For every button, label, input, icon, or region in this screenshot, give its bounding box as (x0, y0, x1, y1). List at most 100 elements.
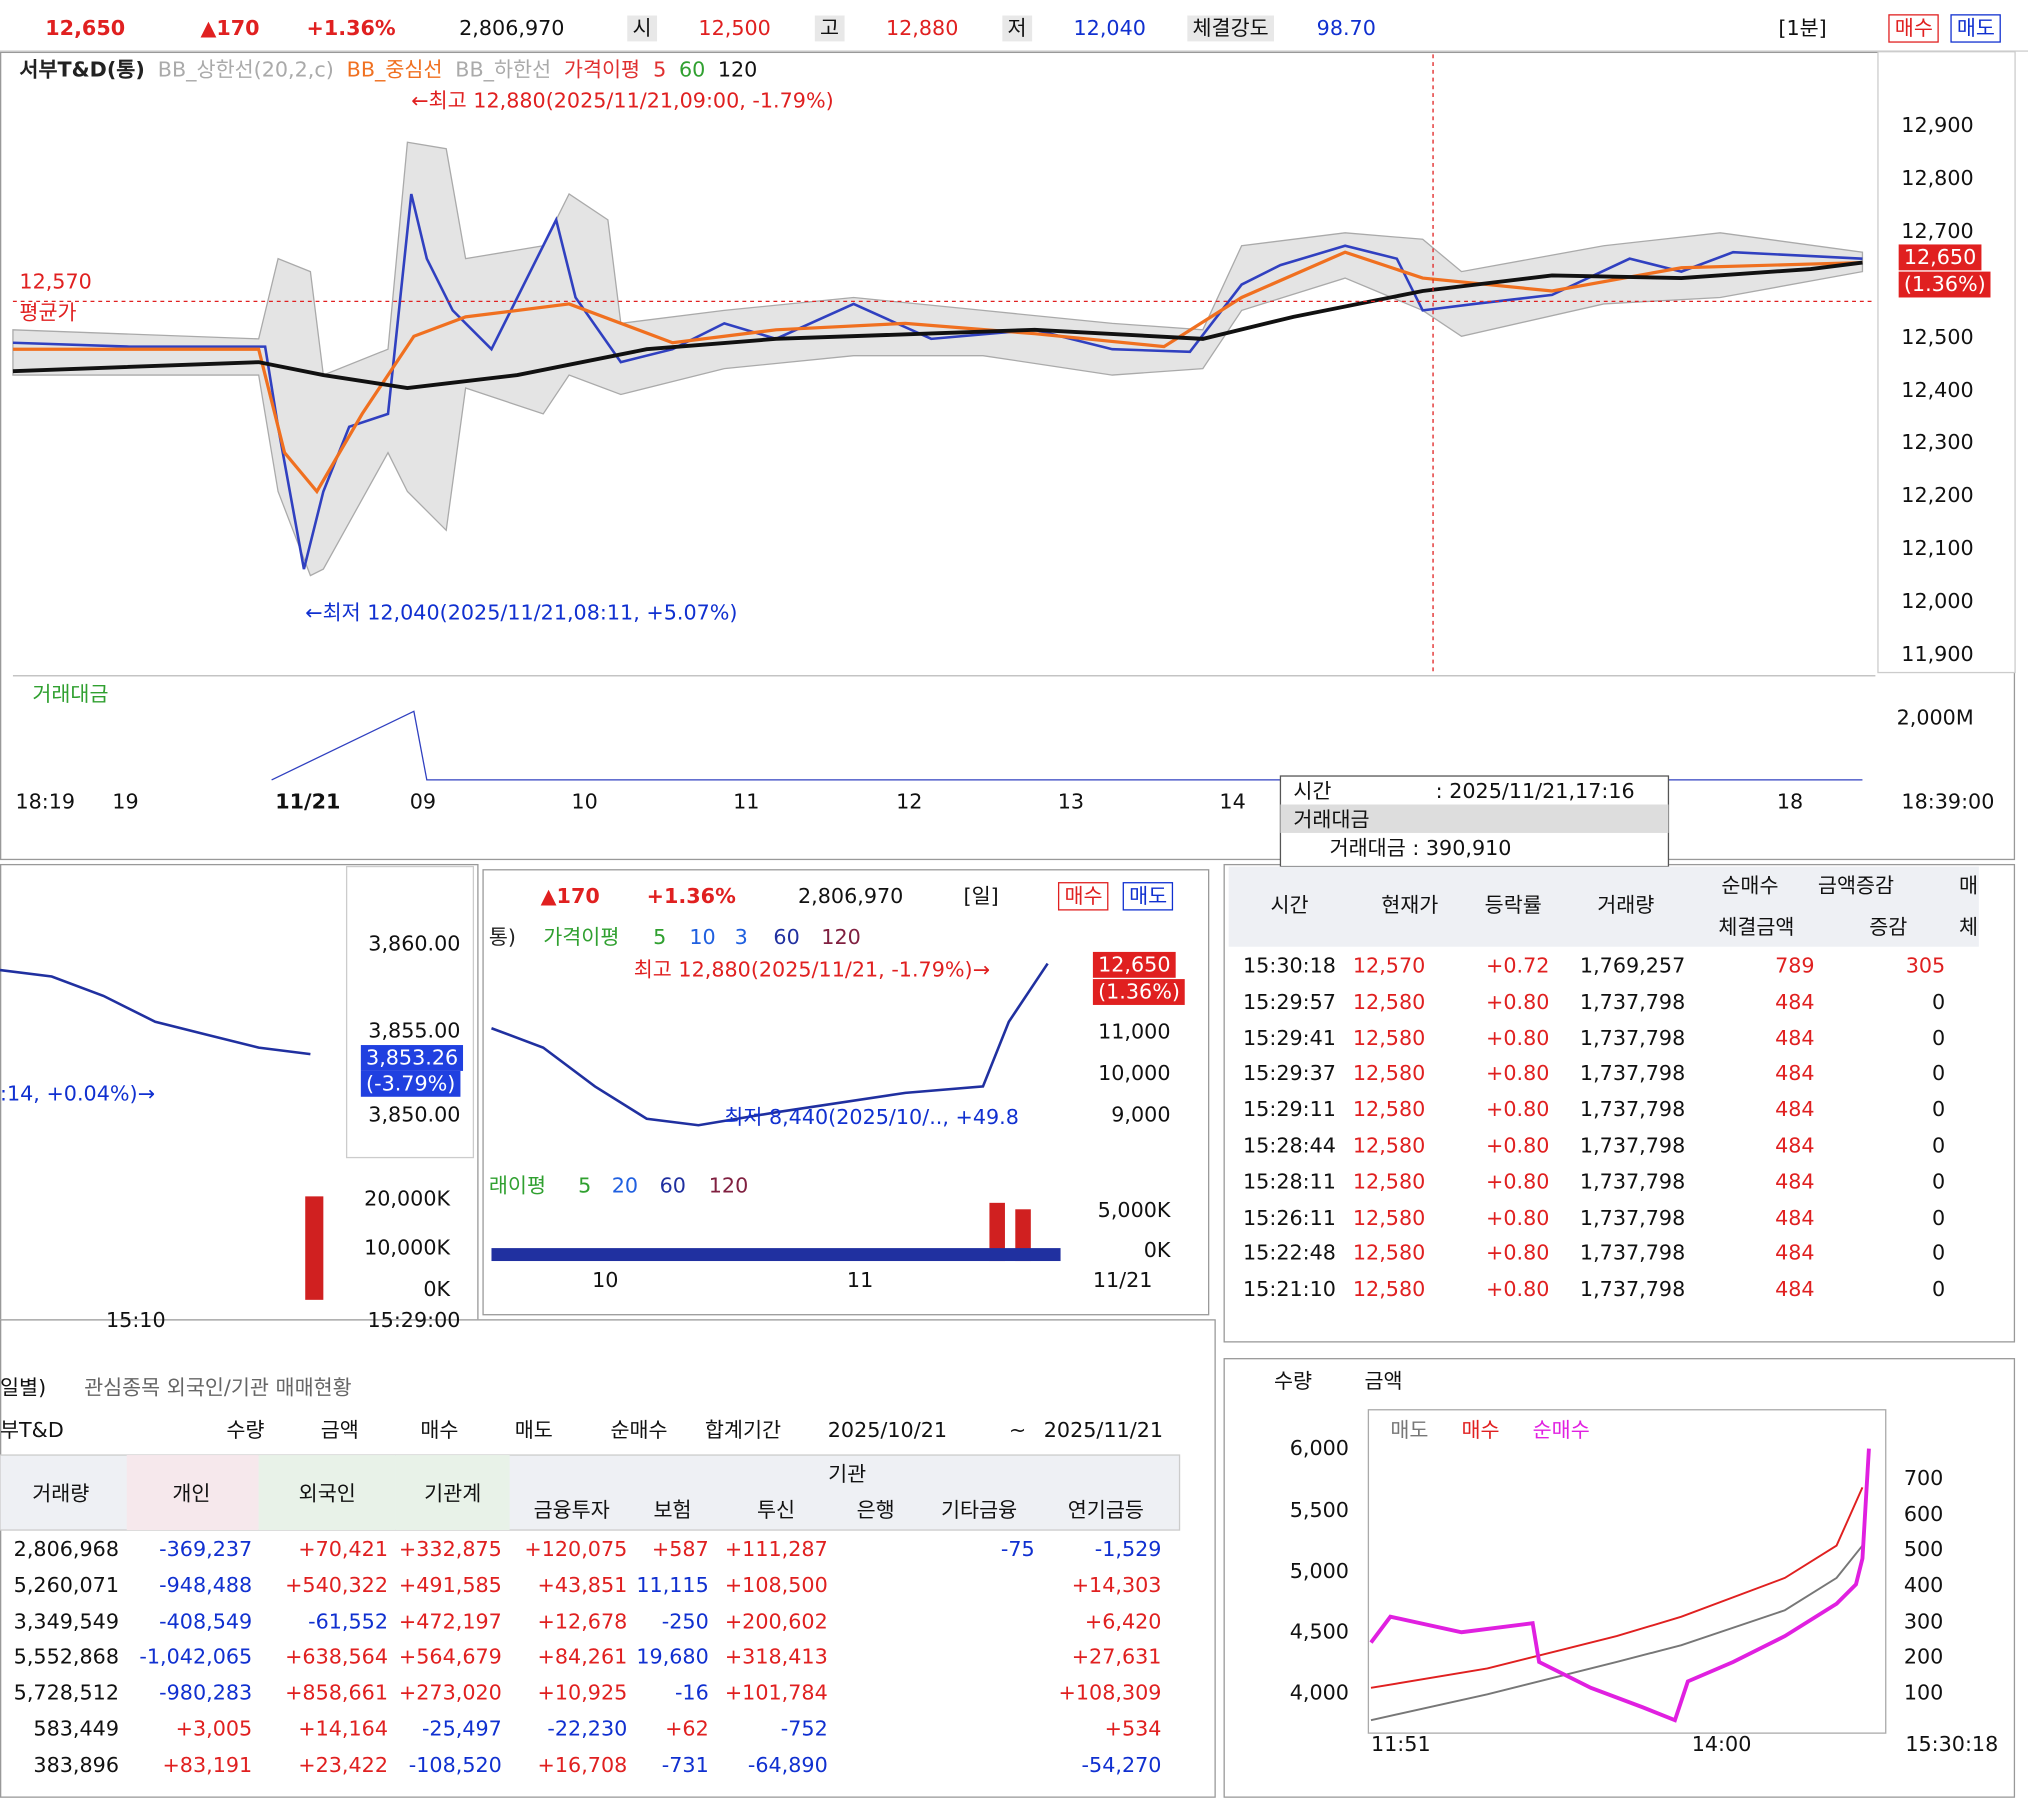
price-axis (1877, 51, 2016, 674)
date-input[interactable]: 2025/10/21 (827, 1417, 948, 1443)
cell: -980,283 (159, 1680, 253, 1705)
label: ~ (1008, 1417, 1027, 1443)
header-institution (395, 1455, 510, 1531)
column-header: 외국인 (298, 1480, 356, 1506)
label: 400 (1903, 1572, 1944, 1598)
label: 부T&D (0, 1417, 64, 1443)
label: : 2025/11/21,17:16 (1435, 778, 1635, 804)
radio-option[interactable]: 금액 (1364, 1368, 1403, 1393)
cell: 12,570 (1352, 953, 1426, 978)
label: 20,000K (364, 1186, 451, 1211)
cell: 15:28:44 (1243, 1132, 1336, 1158)
column-header: 개인 (172, 1480, 211, 1506)
sell-button[interactable]: 매도 (1122, 882, 1174, 911)
y-tick-label: 11,900 (1901, 641, 1974, 667)
radio-option[interactable]: 수량 (226, 1417, 265, 1443)
sell-button[interactable]: 매도 (1950, 14, 2002, 43)
cell: +200,602 (724, 1608, 828, 1634)
legend-item: 매수 (1461, 1417, 1500, 1443)
cell: 1,769,257 (1579, 953, 1686, 978)
legend-item: 120 (821, 924, 861, 950)
cell: 12,580 (1352, 1025, 1426, 1050)
label: 4,000 (1289, 1680, 1349, 1705)
legend-item: 10 (689, 924, 716, 950)
label: 0K (423, 1276, 451, 1302)
cell: 15:29:57 (1243, 989, 1336, 1014)
cell: 3,349,549 (13, 1608, 119, 1634)
y-tick-label: 3,860.00 (368, 931, 461, 956)
label: [일] (963, 883, 999, 908)
cell: 0 (1932, 1168, 1946, 1194)
cell: 0 (1932, 989, 1946, 1014)
label: 거래대금 : 390,910 (1329, 835, 1512, 861)
cell: 15:29:11 (1243, 1097, 1336, 1122)
legend-item: BB_상한선(20,2,c) (157, 56, 334, 82)
cell: 15:22:48 (1243, 1240, 1336, 1266)
cell: +23,422 (298, 1752, 389, 1777)
annotation: 최고 12,880(2025/11/21, -1.79%)→ (633, 957, 990, 982)
radio-option[interactable]: 매도 (514, 1417, 553, 1443)
label: 3,853.26 (360, 1045, 464, 1071)
radio-option[interactable]: 순매수 (610, 1417, 668, 1443)
x-tick-label: 09 (409, 788, 437, 814)
buy-button[interactable]: 매수 (1888, 14, 1940, 43)
cell: -54,270 (1081, 1752, 1162, 1777)
cell: 484 (1775, 1132, 1815, 1158)
column-header: 증감 (1869, 914, 1908, 939)
daily-volume-bar (1015, 1209, 1031, 1262)
date-input[interactable]: 2025/11/21 (1043, 1417, 1164, 1443)
ma120 (12, 260, 1863, 390)
label: 200 (1903, 1643, 1944, 1669)
label: 2,806,970 (459, 15, 565, 41)
bb-center (12, 250, 1863, 495)
cell: -731 (661, 1752, 709, 1777)
volume-bars (271, 710, 1863, 781)
label: 11,000 (1098, 1019, 1171, 1044)
cell: +0.80 (1486, 1240, 1550, 1266)
radio-option[interactable]: 매수 (420, 1417, 459, 1443)
label: 0K (1143, 1237, 1171, 1263)
cell: +0.80 (1486, 1204, 1550, 1230)
cell: +491,585 (398, 1572, 502, 1598)
label: 10,000 (1098, 1060, 1171, 1086)
radio-option[interactable]: 수량 (1273, 1368, 1313, 1393)
flow-buy (1370, 1486, 1864, 1689)
cell: +0.80 (1486, 1097, 1550, 1122)
cell: 1,737,798 (1579, 1168, 1686, 1194)
column-header: 체 (1958, 914, 1979, 939)
cell: 0 (1932, 1097, 1946, 1122)
cell: +858,661 (285, 1680, 389, 1705)
label: 거래대금 (1293, 807, 1370, 832)
cell: -22,230 (547, 1716, 628, 1741)
label: 거래대금 (32, 681, 109, 707)
cell: 0 (1932, 1132, 1946, 1158)
legend-item: 서부T&D(통) (19, 56, 145, 82)
cell: +62 (665, 1716, 709, 1741)
cell: +534 (1104, 1716, 1162, 1741)
cell: +0.80 (1486, 1061, 1550, 1086)
cell: 15:28:11 (1243, 1168, 1336, 1194)
annotation: ←최고 12,880(2025/11/21,09:00, -1.79%) (411, 87, 834, 113)
label: 700 (1903, 1465, 1944, 1490)
cell: 15:29:41 (1243, 1025, 1336, 1050)
column-header: 보험 (653, 1497, 692, 1523)
cell: 1,737,798 (1579, 989, 1686, 1014)
label: [1분] (1778, 15, 1827, 41)
daily-volume-base (491, 1248, 1061, 1262)
cell: +0.80 (1486, 989, 1550, 1014)
buy-button[interactable]: 매수 (1057, 882, 1110, 911)
radio-option[interactable]: 금액 (320, 1417, 359, 1443)
label: 10 (592, 1267, 619, 1293)
label: 일별) (0, 1374, 47, 1400)
cell: +14,303 (1071, 1572, 1162, 1598)
flow-sell (1370, 1544, 1864, 1722)
label: 평균가 (19, 300, 77, 325)
cell: -25,497 (421, 1716, 502, 1741)
y-tick-label: 3,855.00 (368, 1017, 461, 1043)
cell: +43,851 (537, 1572, 628, 1598)
x-tick-label: 12 (896, 788, 923, 814)
cell: +0.80 (1486, 1025, 1550, 1050)
label: 11:51 (1370, 1731, 1431, 1757)
cell: +10,925 (537, 1680, 628, 1705)
